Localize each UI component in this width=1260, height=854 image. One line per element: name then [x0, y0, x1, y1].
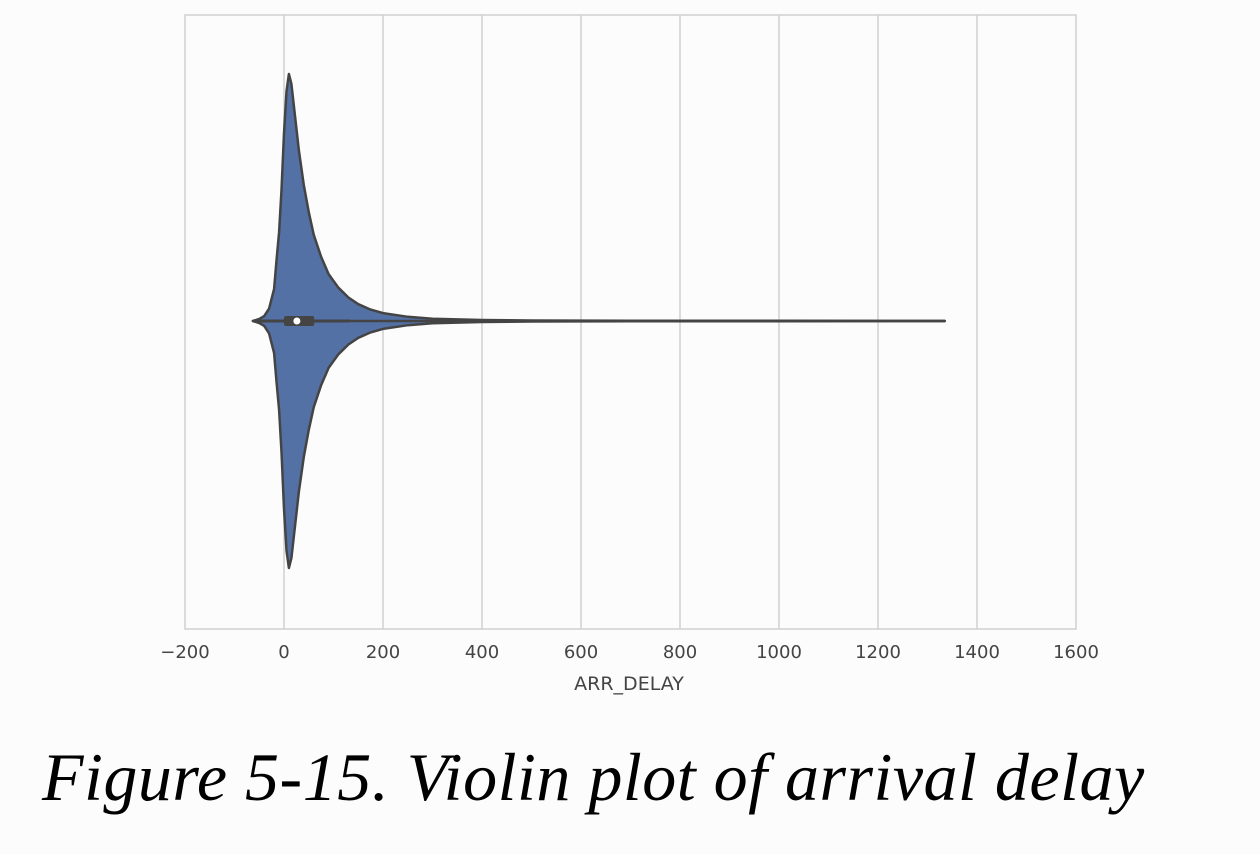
violin-group	[251, 72, 947, 570]
x-axis-label: ARR_DELAY	[574, 673, 684, 695]
x-tick-label: 1600	[1053, 642, 1099, 663]
x-tick-label: 600	[564, 642, 598, 663]
x-tick-label: 1400	[954, 642, 1000, 663]
x-tick-label: 200	[366, 642, 400, 663]
x-tick-label: −200	[160, 642, 209, 663]
x-tick-label: 800	[663, 642, 697, 663]
violin-chart: −200 0 200 400 600 800 1000 1200 1400 1600 ARR_DE…	[160, 14, 1099, 695]
figure-caption: Figure 5-15. Violin plot of arrival dela…	[42, 739, 1145, 815]
x-tick-label: 400	[465, 642, 499, 663]
x-tick-label: 1000	[756, 642, 802, 663]
x-tick-label: 0	[278, 642, 289, 663]
median-marker	[293, 317, 301, 325]
x-tick-label: 1200	[855, 642, 901, 663]
x-tick-labels: −200 0 200 400 600 800 1000 1200 1400 1600	[160, 642, 1099, 663]
